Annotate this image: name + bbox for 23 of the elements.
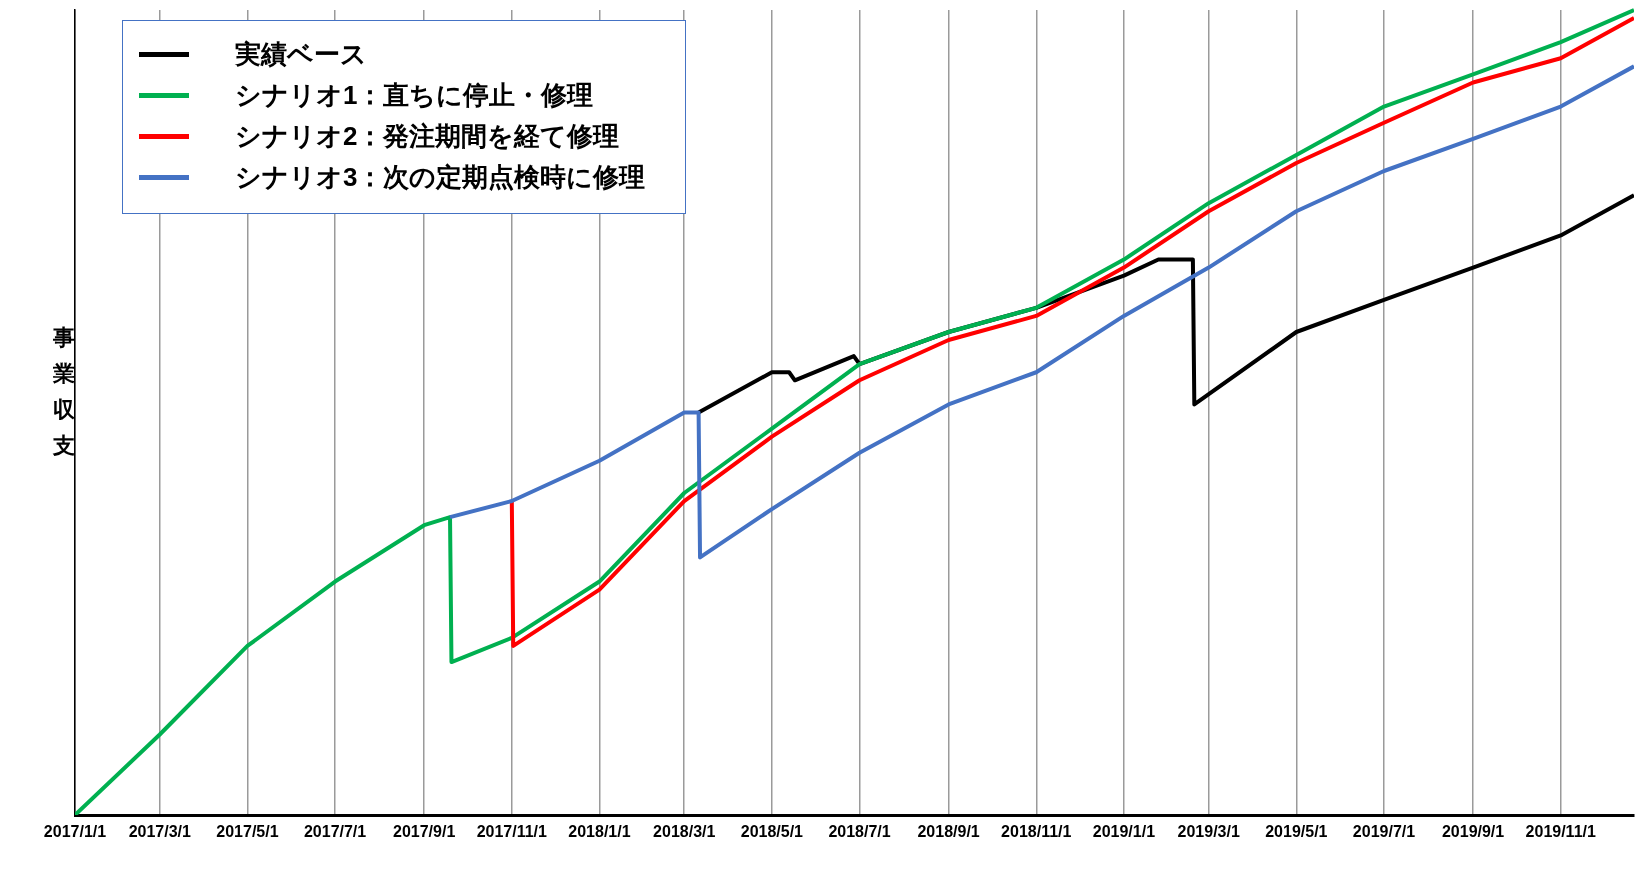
legend-label: シナリオ3：次の定期点検時に修理 bbox=[235, 161, 646, 194]
x-tick-label: 2019/9/1 bbox=[1441, 823, 1505, 841]
x-tick-label: 2018/5/1 bbox=[740, 823, 804, 841]
legend-label: シナリオ1：直ちに停止・修理 bbox=[235, 79, 594, 112]
x-tick-label: 2019/11/1 bbox=[1525, 823, 1596, 841]
x-tick-label: 2017/5/1 bbox=[216, 823, 279, 841]
x-tick-label: 2019/5/1 bbox=[1265, 823, 1328, 841]
x-tick-label: 2017/3/1 bbox=[128, 823, 192, 841]
x-tick-label: 2019/7/1 bbox=[1352, 823, 1416, 841]
y-axis-title: 事業収支 bbox=[52, 324, 76, 460]
x-tick-label: 2017/9/1 bbox=[393, 823, 456, 841]
x-tick-label: 2018/7/1 bbox=[828, 823, 891, 841]
x-tick-label: 2018/3/1 bbox=[653, 823, 716, 841]
x-tick-label: 2017/1/1 bbox=[43, 823, 107, 841]
x-tick-label: 2018/9/1 bbox=[917, 823, 980, 841]
x-tick-label: 2017/11/1 bbox=[476, 823, 548, 841]
x-tick-label: 2018/11/1 bbox=[1001, 823, 1072, 841]
x-tick-label: 2019/3/1 bbox=[1177, 823, 1240, 841]
x-tick-label: 2018/1/1 bbox=[568, 823, 631, 841]
legend-label: シナリオ2：発注期間を経て修理 bbox=[235, 120, 620, 153]
x-tick-label: 2019/1/1 bbox=[1092, 823, 1156, 841]
legend-label: 実績ベース bbox=[235, 38, 367, 71]
x-tick-label: 2017/7/1 bbox=[303, 823, 367, 841]
